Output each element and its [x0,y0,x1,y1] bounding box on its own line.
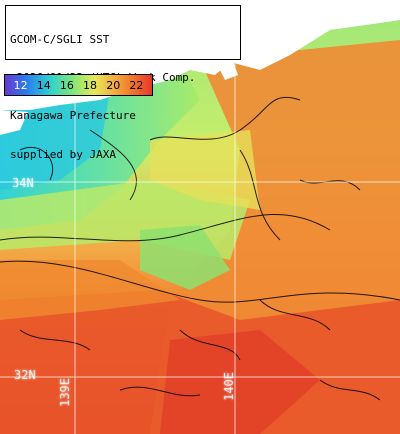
green-island-patch [140,225,230,290]
orange-west-band [0,260,180,320]
colorbar-label: 16 [59,78,74,92]
colorbar-label: 20 [106,78,121,92]
title-box: GCOM-C/SGLI SST ~2026/01/22 (UTC) Week C… [5,5,241,161]
lat-label-32n: 32N [14,368,36,382]
yellow-mid-band [150,130,260,210]
title-line-4: supplied by JAXA [10,147,116,161]
colorbar-label: 12 [13,78,28,92]
title-line-1: GCOM-C/SGLI SST [10,32,110,46]
colorbar-gradient [5,75,152,95]
title-line-3: Kanagawa Prefecture [10,109,136,123]
hot-southeast-patch [160,330,320,434]
colorbar-label: 18 [83,78,98,92]
colorbar-labels: 12 14 16 18 20 22 [5,75,152,95]
colorbar-label: 22 [129,78,144,92]
land-west-coast [0,110,28,135]
lon-label-140e: 140E [222,372,236,401]
colorbar-label: 14 [36,78,51,92]
lon-label-139e: 139E [58,378,72,407]
lat-label-34n: 34N [12,176,34,190]
land-peninsula [215,58,238,80]
contour-lines [0,96,400,401]
colorbar: 12 14 16 18 20 22 [4,74,153,96]
cyan-inner-bay [0,90,110,190]
